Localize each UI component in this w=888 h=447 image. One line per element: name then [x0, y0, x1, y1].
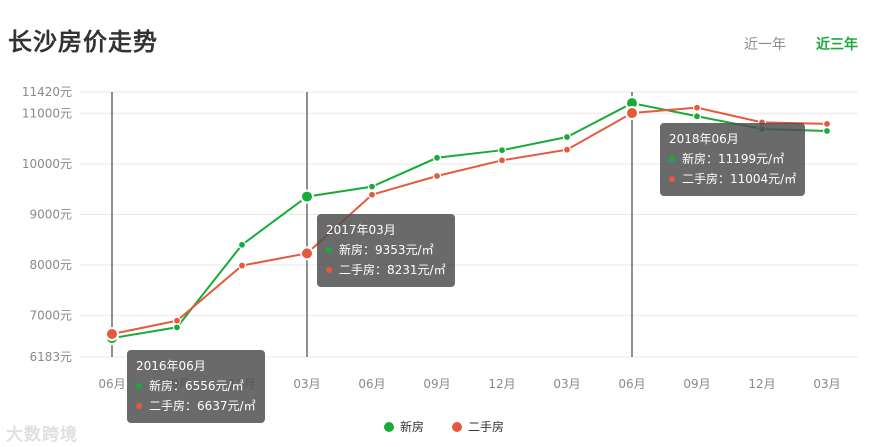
x-tick-label: 09月 — [423, 377, 450, 391]
x-tick-label: 06月 — [618, 377, 645, 391]
page-title: 长沙房价走势 — [8, 28, 158, 56]
tooltip-2018-06: 2018年06月 新房：11199元/㎡ 二手房：11004元/㎡ — [660, 123, 806, 196]
tab-three-years[interactable]: 近三年 — [816, 37, 858, 53]
y-tick-label: 9000元 — [29, 207, 72, 221]
tooltip-title: 2018年06月 — [669, 132, 739, 146]
legend-new-dot-icon — [383, 421, 394, 432]
y-tick-label: 11000元 — [22, 106, 72, 120]
series-line-new — [111, 102, 828, 340]
second-dot-icon — [669, 176, 675, 182]
legend-label-new: 新房 — [399, 420, 424, 434]
x-tick-label: 12月 — [748, 377, 775, 391]
series-line-second — [111, 106, 828, 336]
data-point-second — [237, 261, 247, 270]
legend-item-new[interactable]: 新房 — [383, 418, 424, 435]
range-tabs: 近一年 近三年 — [744, 34, 858, 54]
data-point-new — [172, 323, 182, 332]
data-point-new — [367, 182, 377, 191]
data-point-second — [105, 327, 119, 342]
legend-item-second[interactable]: 二手房 — [452, 418, 504, 435]
new-dot-icon — [136, 383, 142, 389]
second-dot-icon — [136, 403, 142, 409]
data-point-second — [172, 316, 182, 325]
tooltip-second-value: 二手房：8231元/㎡ — [339, 263, 446, 277]
tooltip-title: 2016年06月 — [136, 359, 206, 373]
data-point-second — [625, 106, 639, 121]
new-dot-icon — [669, 156, 675, 162]
tab-one-year[interactable]: 近一年 — [744, 37, 786, 53]
watermark-logo: 大数跨境 — [6, 425, 78, 445]
data-point-new — [432, 153, 442, 162]
x-tick-label: 12月 — [488, 377, 515, 391]
new-dot-icon — [326, 247, 332, 253]
x-tick-label: 03月 — [553, 377, 580, 391]
tooltip-2016-06: 2016年06月 新房：6556元/㎡ 二手房：6637元/㎡ — [127, 350, 265, 423]
data-point-second — [562, 145, 572, 154]
legend-label-second: 二手房 — [468, 420, 505, 434]
x-tick-label: 09月 — [683, 377, 710, 391]
tooltip-2017-03: 2017年03月 新房：9353元/㎡ 二手房：8231元/㎡ — [317, 214, 455, 287]
data-point-second — [822, 119, 832, 128]
x-tick-label: 06月 — [98, 377, 125, 391]
data-point-second — [432, 171, 442, 181]
tooltip-second-value: 二手房：11004元/㎡ — [682, 172, 797, 186]
tooltip-new-value: 新房：11199元/㎡ — [682, 152, 785, 166]
tooltip-title: 2017年03月 — [326, 223, 396, 237]
data-point-second — [300, 246, 314, 261]
y-tick-label: 6183元 — [29, 350, 72, 364]
x-tick-label: 06月 — [358, 377, 385, 391]
y-tick-label: 8000元 — [29, 258, 72, 272]
data-point-new — [497, 146, 507, 155]
x-tick-label: 03月 — [813, 377, 840, 391]
tooltip-second-value: 二手房：6637元/㎡ — [149, 399, 256, 413]
data-point-new — [822, 126, 832, 136]
tooltip-new-value: 新房：6556元/㎡ — [149, 379, 244, 393]
y-tick-label: 10000元 — [22, 157, 72, 171]
data-point-new — [300, 189, 314, 204]
data-point-new — [237, 240, 247, 249]
data-point-new — [562, 132, 572, 142]
y-tick-label: 11420元 — [22, 85, 72, 99]
data-point-second — [497, 156, 507, 165]
data-point-second — [692, 103, 702, 112]
legend-second-dot-icon — [452, 421, 462, 432]
data-point-second — [367, 190, 377, 199]
chart-legend: 新房 二手房 — [0, 418, 888, 435]
y-tick-label: 7000元 — [29, 309, 72, 323]
tooltip-new-value: 新房：9353元/㎡ — [339, 243, 434, 257]
x-tick-label: 03月 — [293, 377, 320, 391]
data-point-new — [692, 112, 702, 121]
second-dot-icon — [326, 267, 332, 273]
